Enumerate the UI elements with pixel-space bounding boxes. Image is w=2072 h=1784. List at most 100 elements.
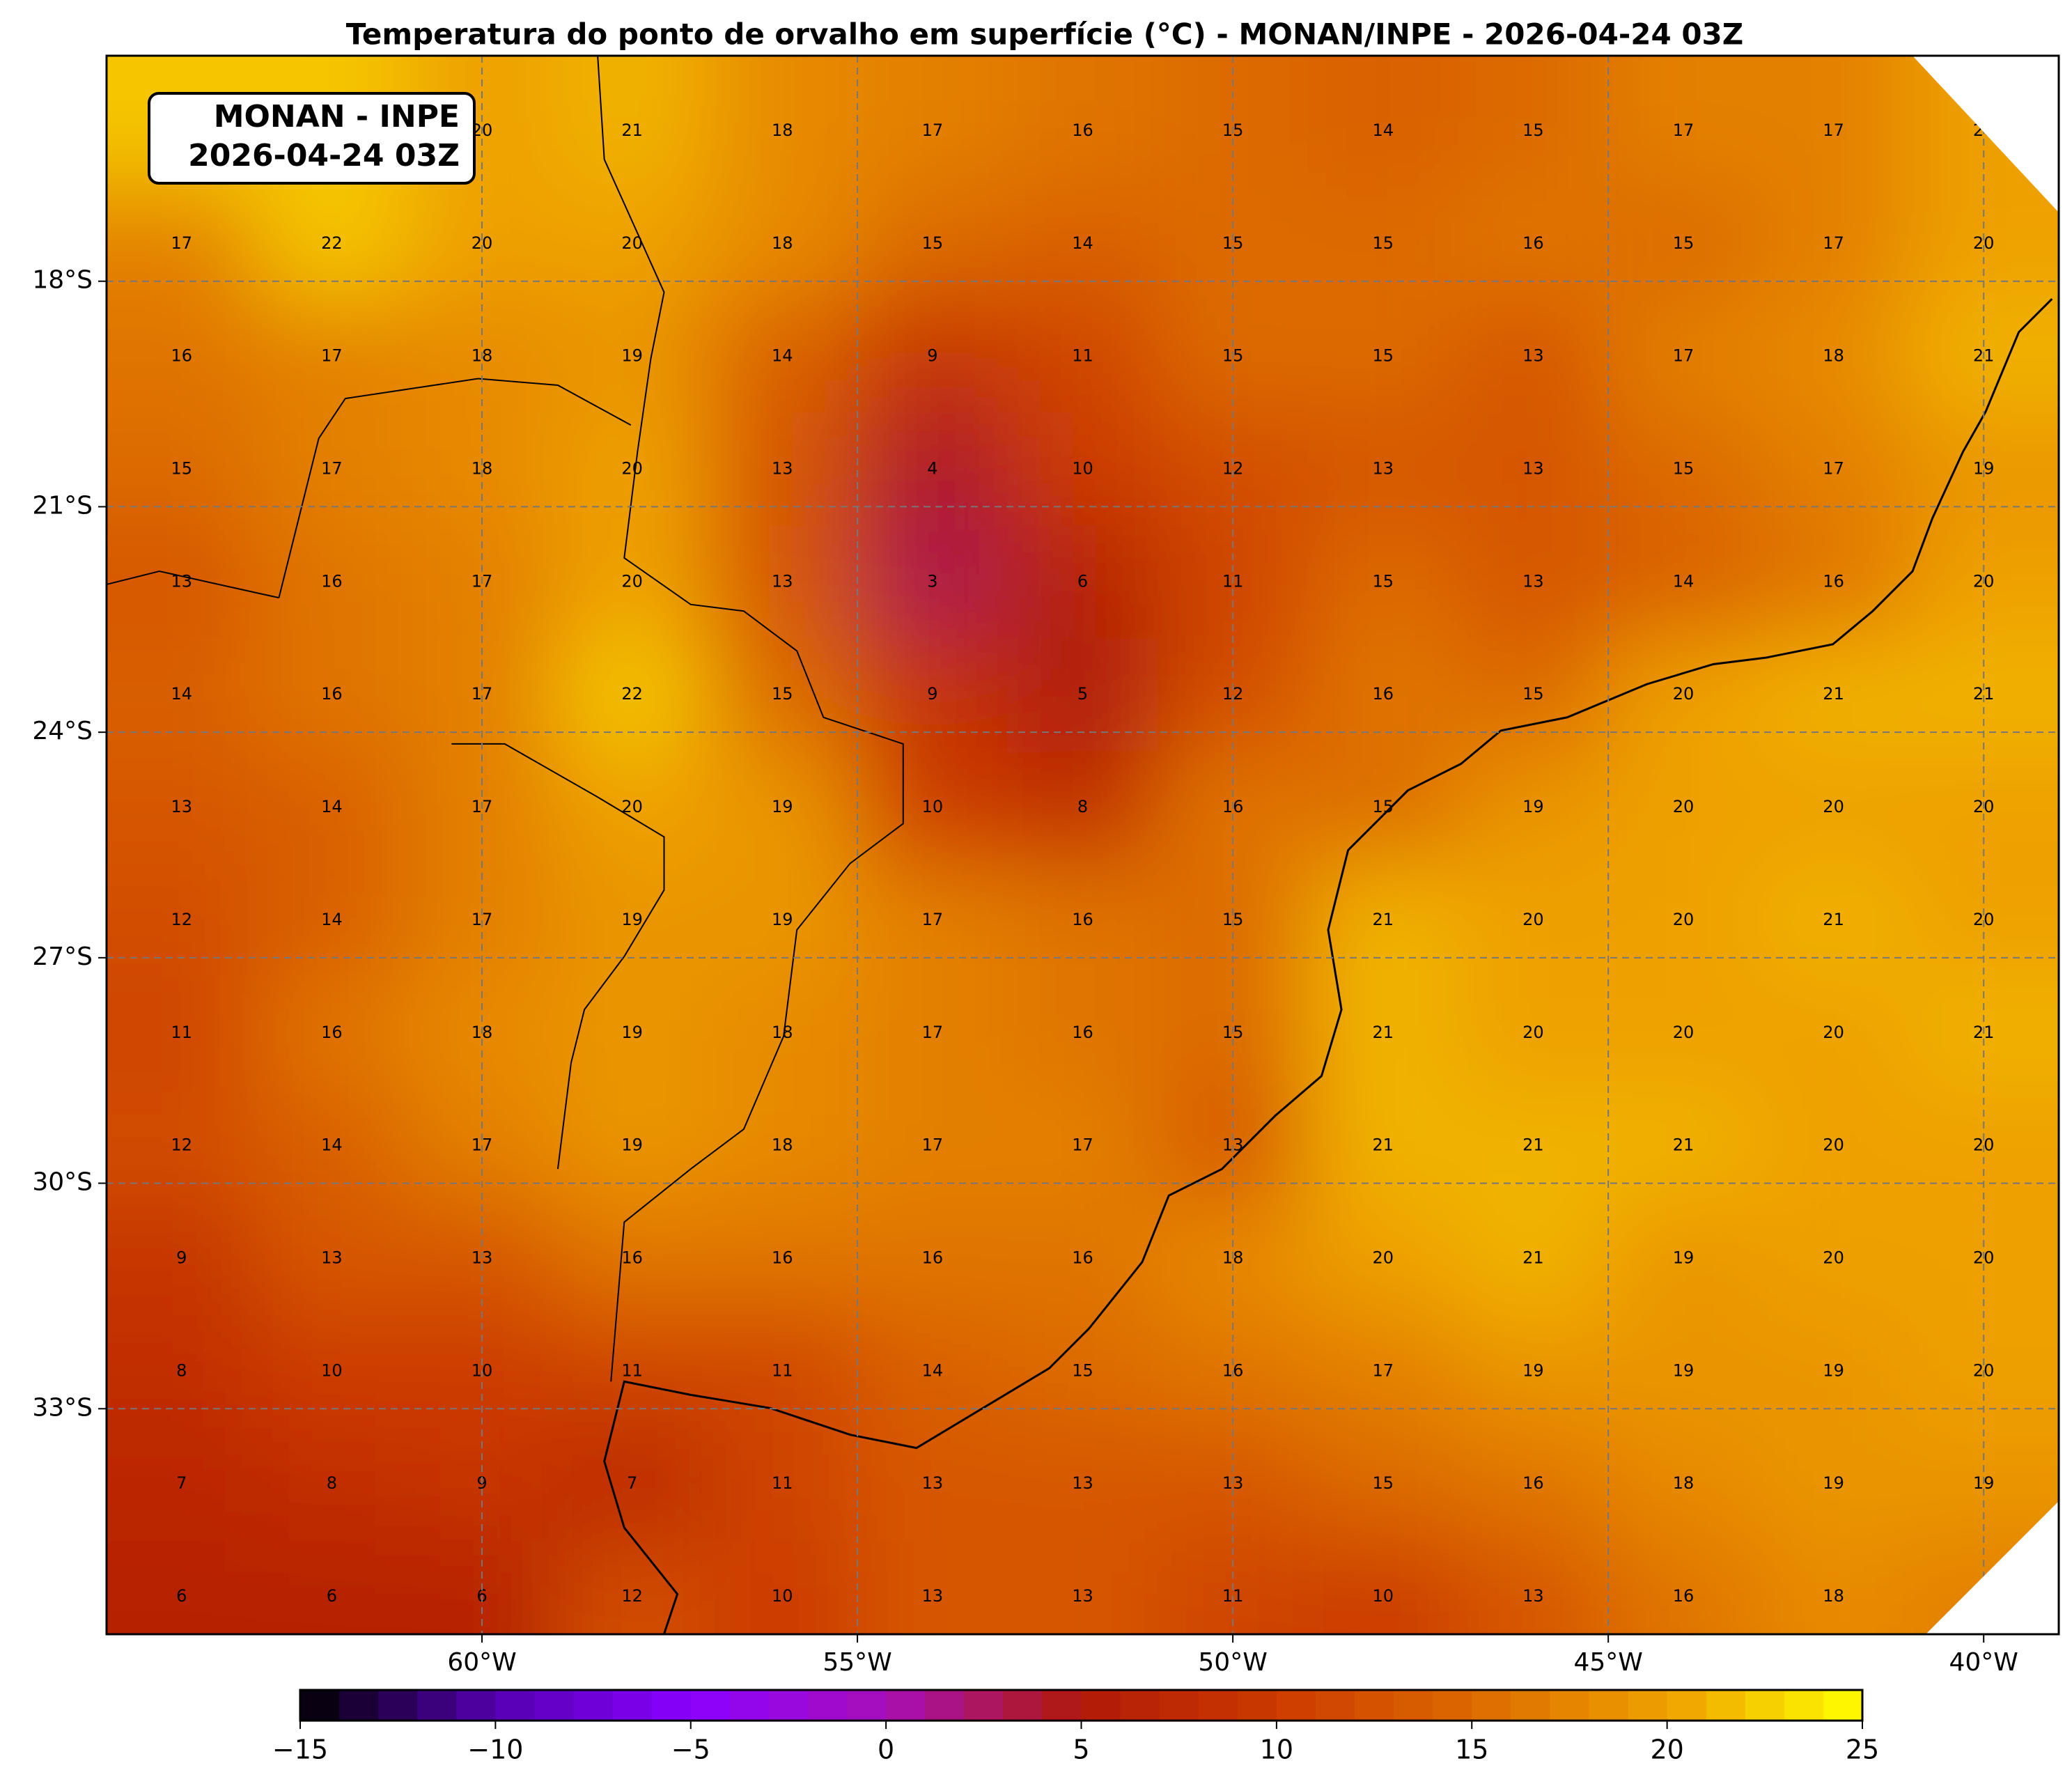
colorbar-tick-label: 0 (878, 1735, 894, 1765)
cell (1608, 300, 1759, 414)
value-label: 10 (922, 797, 944, 816)
annotation: MONAN - INPE (214, 99, 460, 134)
value-label: 17 (1823, 121, 1844, 140)
cell (107, 300, 258, 414)
value-label: 11 (1072, 346, 1093, 366)
colorbar-swatch (534, 1690, 575, 1721)
value-label: 15 (1673, 458, 1695, 478)
value-label: 6 (327, 1586, 337, 1606)
value-label: 18 (1823, 1586, 1844, 1606)
cell (556, 1202, 708, 1316)
cell (1007, 1427, 1159, 1542)
value-label: 17 (922, 1135, 944, 1155)
colorbar-swatch (847, 1690, 887, 1721)
colorbar-tick-label: 25 (1846, 1735, 1879, 1765)
cell (1458, 751, 1610, 864)
cell (1307, 300, 1459, 414)
x-tick-label: 50°W (1198, 1648, 1267, 1677)
value-label: 17 (1072, 1135, 1093, 1155)
value-label: 19 (621, 1135, 643, 1155)
value-label: 15 (1372, 797, 1394, 816)
domain-corner (1926, 1501, 2059, 1634)
value-label: 21 (1372, 1135, 1394, 1155)
borders (107, 56, 2052, 1634)
value-label: 19 (1673, 1360, 1695, 1380)
cell (707, 976, 859, 1090)
value-label: 15 (1673, 233, 1695, 253)
value-label: 12 (171, 910, 193, 929)
value-label: 17 (171, 233, 193, 253)
cell (1608, 525, 1759, 639)
value-label: 16 (321, 1023, 343, 1042)
cell (1758, 1202, 1910, 1316)
country-border (107, 56, 903, 1381)
value-label: 16 (621, 1248, 643, 1267)
cell (1758, 56, 1910, 188)
value-label: 11 (171, 1023, 193, 1042)
cell (707, 56, 859, 188)
value-label: 21 (1372, 1023, 1394, 1042)
colorbar-swatch (1784, 1690, 1824, 1721)
cell (857, 56, 1008, 188)
value-label: 19 (1823, 1360, 1844, 1380)
cell (1007, 56, 1159, 188)
colorbar-swatch (1706, 1690, 1746, 1721)
value-label: 20 (1372, 1248, 1394, 1267)
value-label: 12 (621, 1586, 643, 1606)
cell (556, 1540, 708, 1634)
value-label: 13 (1522, 571, 1544, 591)
colorbar-tick-label: −5 (671, 1735, 710, 1765)
cell (1007, 976, 1159, 1090)
value-label: 19 (1522, 797, 1544, 816)
value-label: 15 (922, 233, 944, 253)
colorbar-swatch (1823, 1690, 1863, 1721)
colorbar-swatch (1667, 1690, 1707, 1721)
colorbar-tick-label: −10 (467, 1735, 523, 1765)
value-label: 14 (1673, 571, 1695, 591)
y-tick-label: 24°S (32, 717, 93, 745)
value-label: 11 (621, 1360, 643, 1380)
colorbar-swatch (339, 1690, 379, 1721)
value-label: 18 (772, 1135, 793, 1155)
x-tick-label: 40°W (1949, 1648, 2018, 1677)
colorbar-swatch (417, 1690, 457, 1721)
value-label: 21 (621, 121, 643, 140)
value-label: 13 (1372, 458, 1394, 478)
value-label: 20 (621, 571, 643, 591)
value-label: 17 (321, 346, 343, 366)
cell (556, 56, 708, 188)
cell (1007, 525, 1159, 639)
cell (256, 1202, 408, 1316)
cell (1758, 751, 1910, 864)
value-label: 14 (321, 910, 343, 929)
value-label: 13 (171, 797, 193, 816)
value-label: 6 (1077, 571, 1088, 591)
cell (1458, 1540, 1610, 1634)
value-label: 20 (1522, 910, 1544, 929)
cell (107, 976, 258, 1090)
colorbar-swatch (1042, 1690, 1082, 1721)
cell (256, 1540, 408, 1634)
cell (1608, 1427, 1759, 1542)
value-label: 19 (1522, 1360, 1544, 1380)
value-label: 16 (1372, 684, 1394, 704)
value-label: 17 (922, 121, 944, 140)
value-label: 17 (1673, 121, 1695, 140)
cell (1307, 525, 1459, 639)
value-label: 19 (772, 910, 793, 929)
colorbar-swatch (1433, 1690, 1472, 1721)
value-label: 16 (1522, 233, 1544, 253)
value-label: 16 (321, 684, 343, 704)
value-label: 16 (1072, 1023, 1093, 1042)
cell (1608, 56, 1759, 188)
value-label: 21 (1372, 910, 1394, 929)
value-label: 20 (1823, 1023, 1844, 1042)
colorbar-swatch (456, 1690, 496, 1721)
colorbar-swatch (1745, 1690, 1785, 1721)
x-tick-label: 55°W (823, 1648, 891, 1677)
cell (107, 1427, 258, 1542)
value-label: 11 (772, 1473, 793, 1493)
value-label: 16 (1673, 1586, 1695, 1606)
value-label: 8 (1077, 797, 1088, 816)
